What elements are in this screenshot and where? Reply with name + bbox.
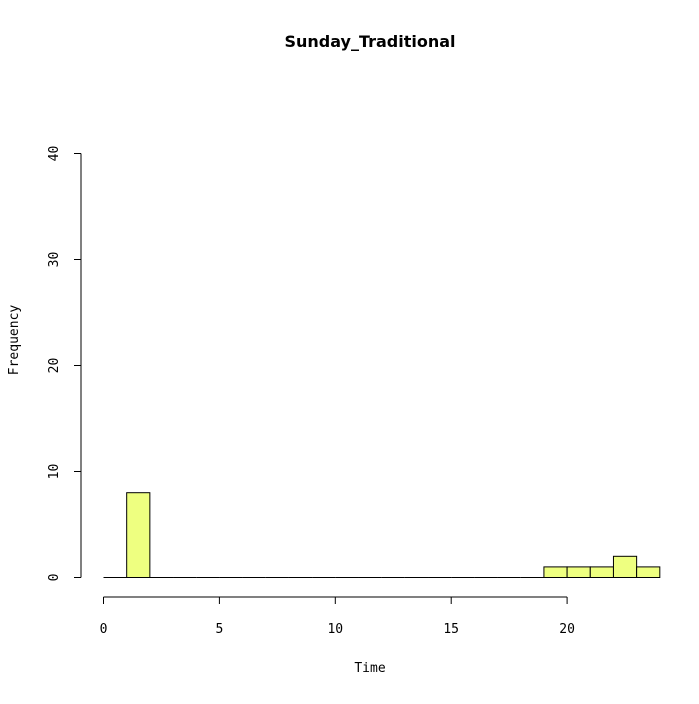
x-axis-label: Time: [354, 661, 385, 676]
x-tick-label: 5: [215, 622, 223, 637]
histogram-bar: [543, 566, 568, 579]
x-tick-label: 10: [327, 622, 343, 637]
y-axis-label: Frequency: [7, 305, 22, 376]
histogram-bar: [612, 555, 638, 578]
chart-title: Sunday_Traditional: [284, 32, 455, 51]
histogram-bar: [566, 566, 591, 579]
histogram-bar: [636, 566, 661, 579]
bars-group: [103, 492, 661, 579]
y-axis: 0 10 20 30 40: [47, 146, 82, 582]
y-tick-label: 30: [47, 252, 62, 268]
x-tick-label: 0: [100, 622, 108, 637]
y-tick-label: 10: [47, 464, 62, 480]
x-tick-label: 15: [443, 622, 459, 637]
y-tick-label: 0: [47, 574, 62, 582]
x-tick-label: 20: [559, 622, 575, 637]
histogram-bar: [126, 492, 151, 579]
histogram-bar: [589, 566, 614, 579]
x-axis: 0 5 10 15 20: [100, 596, 575, 637]
y-tick-label: 20: [47, 358, 62, 374]
y-tick-label: 40: [47, 146, 62, 162]
